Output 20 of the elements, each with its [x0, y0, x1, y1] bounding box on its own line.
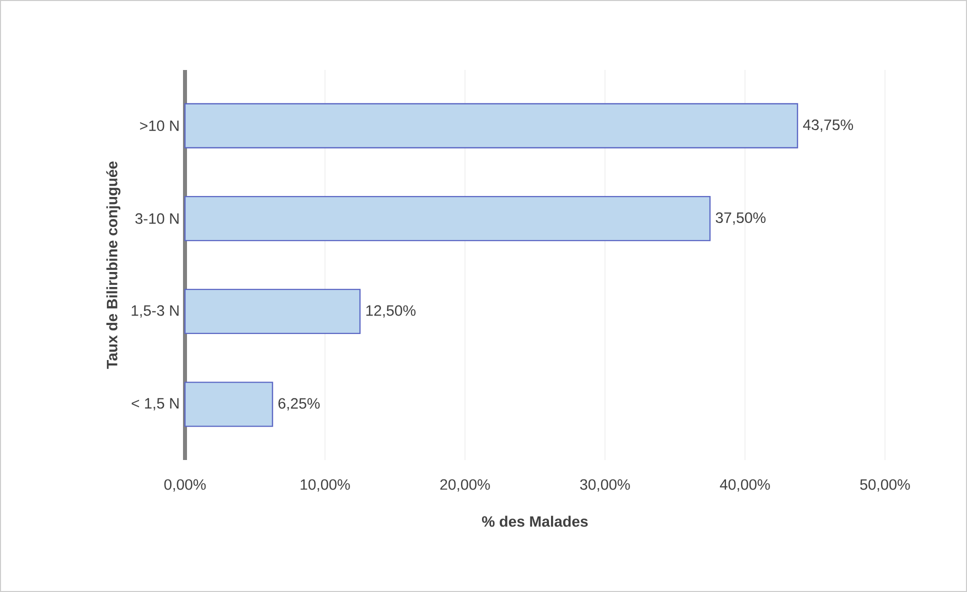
data-label: 43,75% [803, 120, 854, 132]
y-tick-label: >10 N [140, 120, 179, 132]
x-tick-label: 40,00% [720, 479, 770, 492]
x-axis-title: % des Malades [482, 516, 588, 527]
x-tick-label: 50,00% [860, 479, 910, 492]
y-tick-label: 3-10 N [135, 213, 179, 224]
data-label: 37,50% [716, 212, 766, 225]
x-tick-label: 20,00% [440, 479, 490, 492]
data-label: 6,25% [278, 398, 320, 410]
bar [184, 382, 274, 427]
bar [184, 288, 361, 334]
y-tick-label: < 1,5 N [132, 398, 179, 410]
bar [184, 103, 798, 148]
y-tick-label: 1,5-3 N [132, 305, 179, 318]
bar [184, 196, 711, 242]
x-tick-label: 10,00% [300, 479, 350, 492]
x-tick-label: 0,00% [164, 479, 206, 492]
x-tick-label: 30,00% [580, 479, 630, 492]
data-label: 12,50% [366, 305, 416, 318]
y-axis-title: Taux de Bilirubine conjuguée [106, 161, 120, 369]
